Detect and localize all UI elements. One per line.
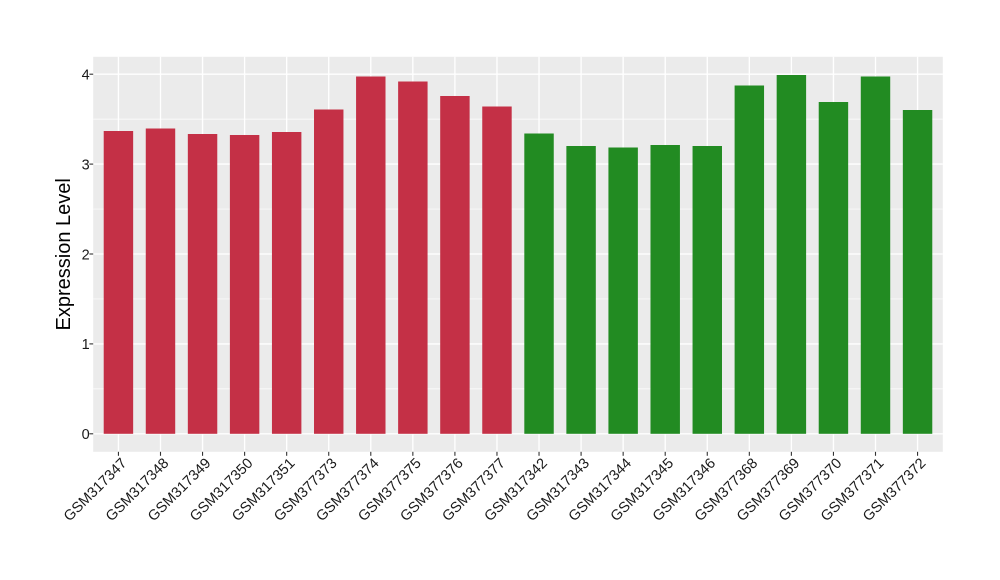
svg-text:2: 2 [82, 247, 90, 263]
svg-text:4: 4 [82, 68, 90, 84]
svg-text:Expression Level: Expression Level [53, 178, 75, 330]
svg-text:0: 0 [82, 427, 90, 443]
svg-text:1: 1 [82, 337, 90, 353]
svg-text:3: 3 [82, 157, 90, 173]
